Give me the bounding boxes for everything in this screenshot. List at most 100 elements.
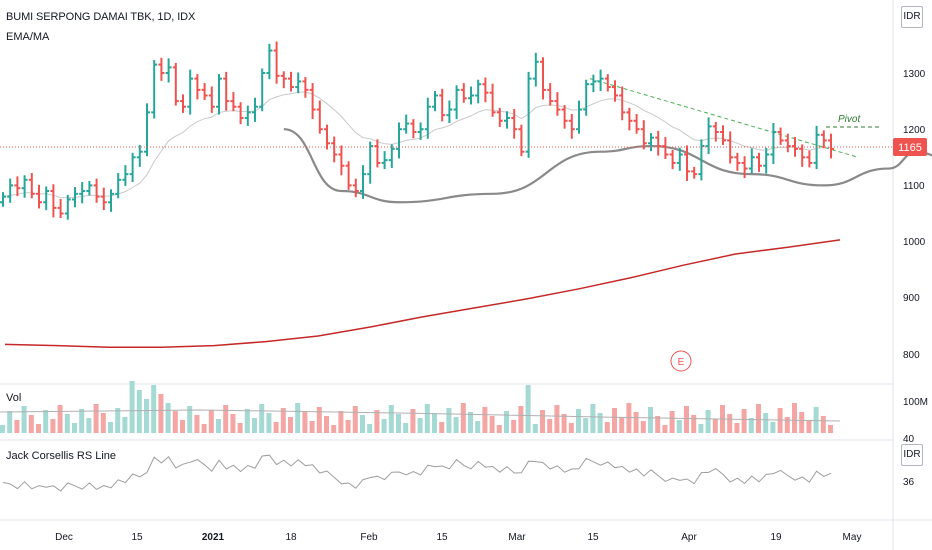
ohlc-bar	[453, 85, 460, 120]
ohlc-bar	[734, 152, 741, 171]
volume-bar	[352, 406, 358, 433]
ohlc-bar	[14, 176, 21, 197]
volume-bar	[684, 406, 689, 433]
volume-bar	[669, 411, 675, 433]
volume-bar	[14, 420, 20, 433]
volume-bar	[475, 421, 481, 433]
ohlc-bar	[0, 192, 6, 207]
ohlc-bar	[100, 187, 107, 211]
ohlc-bar	[561, 105, 568, 129]
volume-bar	[540, 410, 545, 433]
ohlc-bar	[367, 141, 374, 184]
volume-bar	[266, 413, 272, 433]
volume-bar	[691, 415, 697, 433]
ohlc-bar	[684, 145, 690, 181]
ohlc-bar	[295, 72, 302, 94]
ohlc-bar	[388, 144, 395, 168]
ohlc-bar	[122, 165, 129, 186]
volume-bar	[0, 425, 5, 433]
volume-pane-label: Vol	[6, 392, 22, 404]
ohlc-bar	[64, 194, 71, 220]
volume-bar	[108, 422, 113, 433]
ohlc-bar	[439, 88, 446, 122]
x-tick-label: Mar	[508, 532, 526, 543]
x-tick-label: May	[843, 532, 862, 543]
volume-bar	[489, 416, 495, 433]
volume-bar	[439, 422, 445, 433]
volume-bar	[640, 421, 646, 433]
volume-bar	[237, 423, 243, 433]
ohlc-bar	[648, 133, 654, 152]
x-tick-label: Feb	[360, 532, 378, 543]
volume-bar	[792, 403, 797, 433]
volume-bar	[208, 410, 214, 433]
volume-bar	[151, 385, 157, 433]
volume-bar	[403, 423, 409, 433]
volume-bar	[360, 415, 365, 433]
volume-bar	[748, 418, 754, 433]
ohlc-bar	[309, 83, 316, 120]
ohlc-bar	[259, 68, 266, 112]
y-tick-label: 1200	[903, 125, 926, 136]
volume-bar	[7, 411, 13, 433]
ohlc-bar	[115, 173, 122, 199]
ohlc-bar	[57, 198, 64, 218]
cup-curve	[283, 128, 932, 204]
ohlc-bar	[136, 144, 143, 167]
ohlc-bar	[302, 76, 309, 98]
volume-bar	[763, 413, 769, 433]
volume-bar	[770, 422, 776, 433]
ohlc-bar	[576, 100, 582, 134]
ohlc-bar	[633, 114, 640, 134]
ohlc-bar	[820, 130, 827, 149]
ohlc-bar	[151, 60, 158, 119]
ohlc-bar	[93, 178, 100, 203]
currency-badge[interactable]: IDR	[901, 6, 923, 28]
ohlc-bar	[28, 173, 35, 199]
volume-bar	[223, 405, 229, 433]
volume-bar	[626, 403, 632, 433]
volume-bar	[813, 407, 819, 433]
volume-bar	[828, 425, 833, 433]
y-tick-label: 900	[903, 293, 920, 304]
volume-bar	[554, 405, 560, 433]
volume-bar	[468, 412, 473, 433]
volume-bar	[324, 416, 329, 433]
volume-bar	[820, 416, 826, 433]
volume-bar	[216, 419, 221, 433]
volume-bar	[396, 414, 401, 433]
ohlc-bar	[273, 41, 280, 84]
ohlc-bar	[655, 130, 662, 156]
volume-bar	[806, 421, 812, 433]
rs-currency-badge[interactable]: IDR	[901, 444, 923, 466]
ohlc-bar	[374, 139, 381, 168]
volume-bar	[43, 410, 49, 433]
volume-bar	[122, 417, 128, 433]
ohlc-bar	[741, 156, 748, 179]
volume-bar	[576, 409, 581, 433]
volume-bar	[72, 423, 77, 433]
ohlc-bar	[288, 71, 294, 92]
ohlc-bar	[662, 137, 669, 159]
volume-bar	[345, 420, 351, 433]
volume-bar	[698, 424, 704, 433]
pivot-label: Pivot	[838, 114, 861, 125]
ohlc-bar	[590, 74, 597, 93]
ohlc-bar	[432, 90, 438, 112]
ohlc-bar	[504, 111, 510, 129]
volume-bar	[388, 405, 394, 433]
volume-bar	[734, 423, 740, 433]
ohlc-bar	[468, 86, 474, 105]
ohlc-bar	[626, 107, 633, 131]
volume-bar	[417, 418, 423, 433]
ohlc-bar	[194, 74, 201, 100]
volume-bar	[295, 403, 301, 433]
volume-bar	[172, 411, 178, 433]
price-tag-text: 1165	[898, 142, 922, 154]
event-marker[interactable]: E	[670, 350, 692, 372]
volume-bar	[482, 407, 488, 433]
ohlc-bar	[324, 124, 330, 150]
volume-bar	[28, 415, 34, 433]
volume-bar	[784, 417, 790, 433]
